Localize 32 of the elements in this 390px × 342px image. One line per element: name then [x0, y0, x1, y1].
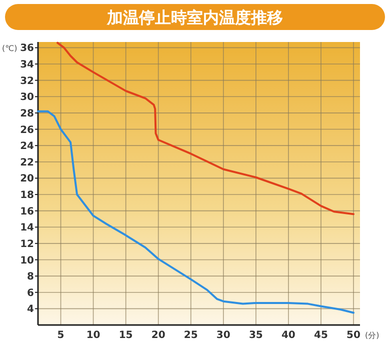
y-tick-label: 6 [27, 288, 34, 299]
y-tick-label: 34 [20, 60, 34, 71]
y-axis-title: (℃) [2, 44, 18, 54]
y-tick-label: 18 [20, 190, 34, 202]
x-tick-label: 45 [314, 330, 328, 341]
x-tick-label: 50 [346, 330, 360, 341]
y-tick-label: 22 [20, 157, 34, 168]
y-tick-label: 36 [20, 43, 34, 54]
y-tick-label: 20 [20, 174, 34, 185]
x-tick-label: 5 [57, 330, 64, 341]
y-tick-label: 14 [20, 222, 34, 234]
y-tick-label: 12 [20, 238, 34, 250]
x-tick-label: 25 [184, 330, 198, 341]
x-tick-label: 20 [151, 330, 166, 341]
y-tick-label: 24 [20, 141, 34, 152]
y-tick-label: 10 [20, 255, 34, 266]
y-tick-label: 28 [20, 108, 34, 120]
y-tick-label: 16 [20, 206, 34, 218]
line-series [37, 110, 354, 314]
y-tick-label: 8 [27, 272, 34, 283]
x-tick-label: 10 [86, 330, 100, 341]
y-tick-label: 4 [27, 304, 34, 316]
x-tick-label: 35 [248, 330, 263, 341]
x-tick-label: 40 [281, 330, 296, 341]
x-tick-label: 30 [216, 330, 230, 341]
line-series [56, 42, 354, 216]
chart-title: 加温停止時室内温度推移 [106, 8, 283, 27]
x-tick-label: 15 [118, 330, 133, 341]
y-tick-label: 32 [20, 76, 34, 87]
x-axis-title: (分) [365, 331, 380, 340]
y-tick-label: 30 [20, 92, 34, 104]
y-tick-label: 26 [20, 124, 34, 136]
